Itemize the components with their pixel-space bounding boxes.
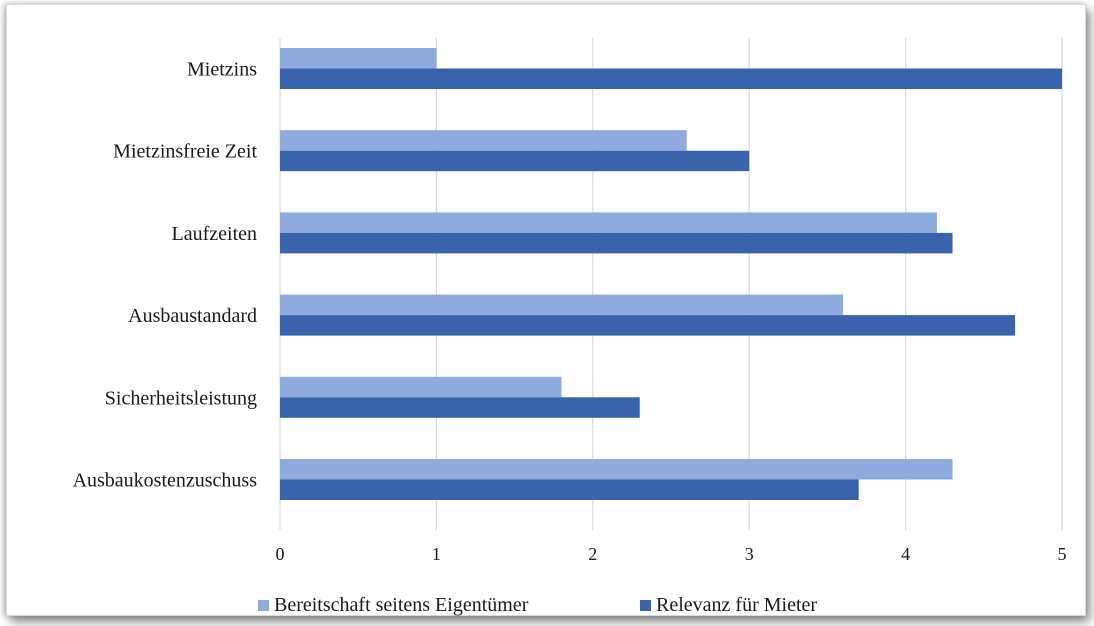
category-label: Laufzeiten bbox=[172, 223, 258, 245]
bar-bereitschaft bbox=[280, 130, 687, 151]
x-tick-label: 3 bbox=[745, 544, 754, 564]
x-tick-label: 5 bbox=[1058, 544, 1067, 564]
x-tick-label: 1 bbox=[432, 544, 441, 564]
category-label: Sicherheitsleistung bbox=[105, 387, 257, 409]
x-tick-labels: 0 1 2 3 4 5 bbox=[276, 544, 1067, 564]
category-label: Mietzins bbox=[187, 59, 257, 81]
bar-relevanz bbox=[280, 232, 953, 254]
legend-swatch bbox=[258, 600, 269, 611]
category-labels: Mietzins Mietzinsfreie Zeit Laufzeiten Ausb… bbox=[73, 59, 258, 492]
bar-bereitschaft bbox=[280, 48, 437, 69]
bar-relevanz bbox=[280, 479, 859, 500]
bar-bereitschaft bbox=[280, 294, 844, 316]
bar-bereitschaft bbox=[280, 376, 562, 398]
bar-relevanz bbox=[280, 315, 1016, 336]
legend-label: Bereitschaft seitens Eigentümer bbox=[274, 594, 529, 616]
bar-relevanz bbox=[280, 397, 640, 418]
x-tick-label: 2 bbox=[588, 544, 597, 564]
bar-relevanz bbox=[280, 150, 750, 172]
x-tick-label: 0 bbox=[276, 544, 285, 564]
bar-relevanz bbox=[280, 68, 1062, 89]
x-tick-label: 4 bbox=[901, 544, 910, 564]
legend-label: Relevanz für Mieter bbox=[656, 594, 817, 616]
gridlines bbox=[279, 38, 1063, 530]
bars bbox=[280, 48, 1062, 500]
bar-bereitschaft bbox=[280, 459, 953, 480]
category-label: Ausbaustandard bbox=[128, 305, 257, 327]
bar-bereitschaft bbox=[280, 212, 937, 233]
category-label: Ausbaukostenzuschuss bbox=[73, 470, 258, 492]
category-label: Mietzinsfreie Zeit bbox=[113, 141, 257, 163]
legend: Bereitschaft seitens Eigentümer Relevanz … bbox=[258, 594, 817, 616]
legend-swatch bbox=[640, 600, 651, 611]
